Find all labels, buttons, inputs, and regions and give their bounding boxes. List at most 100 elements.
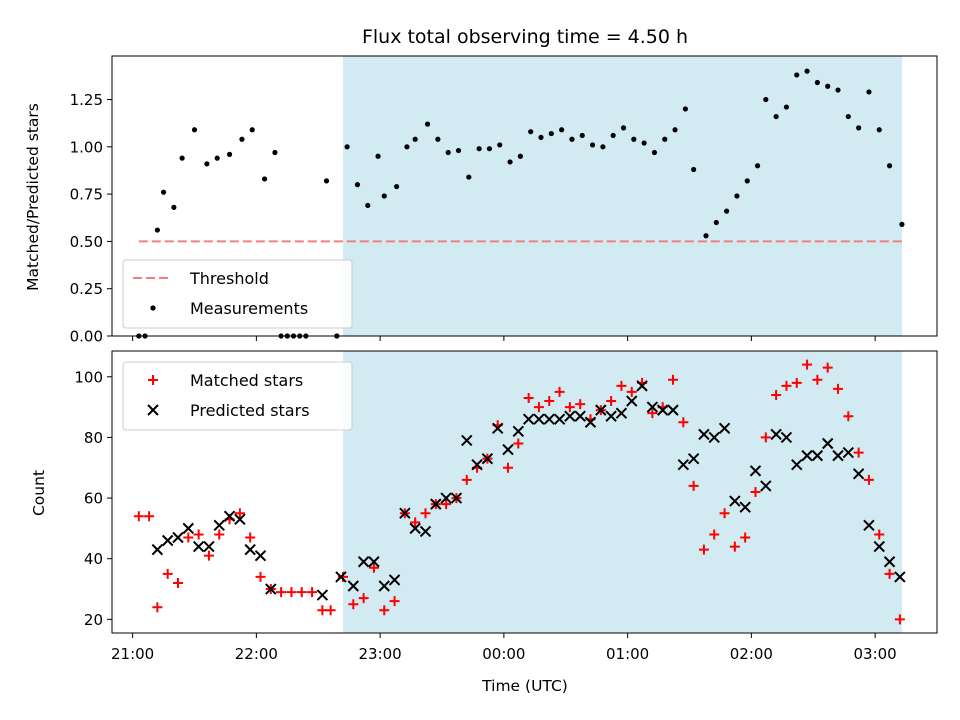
measurements-point (394, 183, 400, 190)
predicted-stars-point (430, 498, 442, 510)
predicted-stars-point (770, 428, 782, 441)
predicted-stars-point (192, 540, 205, 553)
top-plot-frame (111, 55, 938, 337)
predicted-stars-point (708, 431, 720, 444)
matched-stars-point (709, 529, 720, 540)
measurements-point (825, 83, 831, 89)
matched-stars-point (626, 386, 637, 397)
predicted-stars-point (450, 492, 463, 504)
matched-stars-point (234, 508, 245, 519)
matched-stars-point (647, 408, 658, 419)
measurements-point (754, 163, 761, 169)
matched-stars-point (389, 596, 400, 607)
measurements-point (262, 176, 268, 182)
predicted-stars-point (739, 501, 751, 513)
predicted-stars-point (244, 543, 256, 556)
legend-predicted-swatch (147, 404, 159, 416)
matched-stars-point (802, 359, 813, 370)
predicted-stars-point (512, 425, 525, 438)
measurements-point (589, 142, 596, 148)
measurements-point (835, 87, 841, 93)
matched-stars-point (410, 517, 421, 528)
matched-stars-point (729, 541, 740, 552)
measurements-point (445, 149, 451, 156)
predicted-stars-point (182, 522, 195, 535)
bottom-legend-box (122, 361, 353, 431)
matched-stars-point (358, 593, 369, 604)
measurements-point (507, 159, 513, 165)
predicted-stars-point (595, 404, 607, 416)
predicted-stars-point (873, 540, 885, 553)
predicted-stars-point (564, 410, 576, 422)
measurements-point (899, 221, 905, 227)
matched-stars-point (833, 383, 843, 394)
predicted-stars-point (626, 395, 638, 407)
legend-label-predicted-stars: Predicted stars (190, 401, 310, 420)
predicted-stars-point (749, 465, 762, 477)
measurements-point (466, 174, 472, 180)
predicted-stars-point (522, 413, 535, 425)
predicted-stars-point (203, 540, 215, 553)
matched-stars-point (368, 562, 379, 573)
legend-measurements-swatch (150, 305, 156, 311)
matched-stars-point (853, 447, 864, 458)
x-tick-label: 23:00 (359, 645, 402, 663)
predicted-stars-point (151, 543, 164, 556)
measurements-point (744, 178, 750, 184)
matched-stars-point (575, 399, 586, 410)
measurements-point (179, 155, 185, 161)
matched-stars-point (554, 386, 565, 397)
matched-stars-point (523, 393, 534, 403)
x-tick-label: 03:00 (854, 645, 897, 663)
x-axis-title: Time (UTC) (481, 677, 568, 695)
matched-stars-point (255, 571, 266, 582)
measurements-point (713, 219, 719, 226)
bottom-plot-frame (111, 350, 938, 634)
measurements-point (354, 182, 361, 188)
measurements-point (783, 104, 790, 110)
measurements-point (344, 144, 350, 150)
predicted-stars-point (419, 525, 432, 538)
measurements-point (734, 193, 740, 199)
matched-stars-point (245, 532, 256, 543)
measurements-point (866, 89, 872, 95)
predicted-stars-point (543, 413, 555, 425)
matched-stars-point (812, 374, 823, 385)
matched-stars-point (616, 380, 627, 391)
matched-stars-point (307, 587, 318, 598)
top-y-tick-label: 0.00 (70, 328, 103, 346)
measurements-point (651, 149, 658, 156)
predicted-stars-point (357, 556, 370, 568)
measurements-point (538, 134, 544, 140)
predicted-stars-point (172, 531, 184, 544)
measurements-point (365, 202, 371, 209)
matched-stars-point (133, 511, 144, 522)
matched-stars-point (276, 587, 287, 598)
predicted-stars-point (553, 413, 566, 425)
predicted-stars-point (894, 571, 906, 583)
matched-stars-point (719, 508, 730, 519)
bottom-y-tick-label: 40 (84, 550, 103, 568)
top-legend-box (122, 259, 353, 329)
measurements-point (435, 136, 441, 142)
matched-stars-point (214, 529, 225, 540)
bottom-y-axis-title: Count (30, 470, 48, 516)
predicted-stars-point (584, 416, 597, 428)
predicted-stars-point (265, 583, 277, 595)
predicted-stars-point (409, 522, 421, 535)
measurements-point (804, 68, 810, 74)
top-y-tick-label: 1.25 (70, 91, 103, 109)
matched-stars-point (564, 402, 575, 413)
measurements-point (497, 142, 503, 148)
measurements-point (381, 193, 387, 199)
measurements-point (620, 125, 627, 131)
predicted-stars-point (883, 556, 896, 568)
measurements-point (856, 125, 862, 131)
predicted-stars-point (791, 459, 803, 471)
measurements-point (610, 132, 616, 139)
matched-stars-point (760, 432, 771, 443)
top-observing-span (343, 56, 902, 336)
predicted-stars-point (347, 580, 360, 592)
measurements-point (724, 208, 730, 214)
matched-stars-point (874, 529, 885, 540)
